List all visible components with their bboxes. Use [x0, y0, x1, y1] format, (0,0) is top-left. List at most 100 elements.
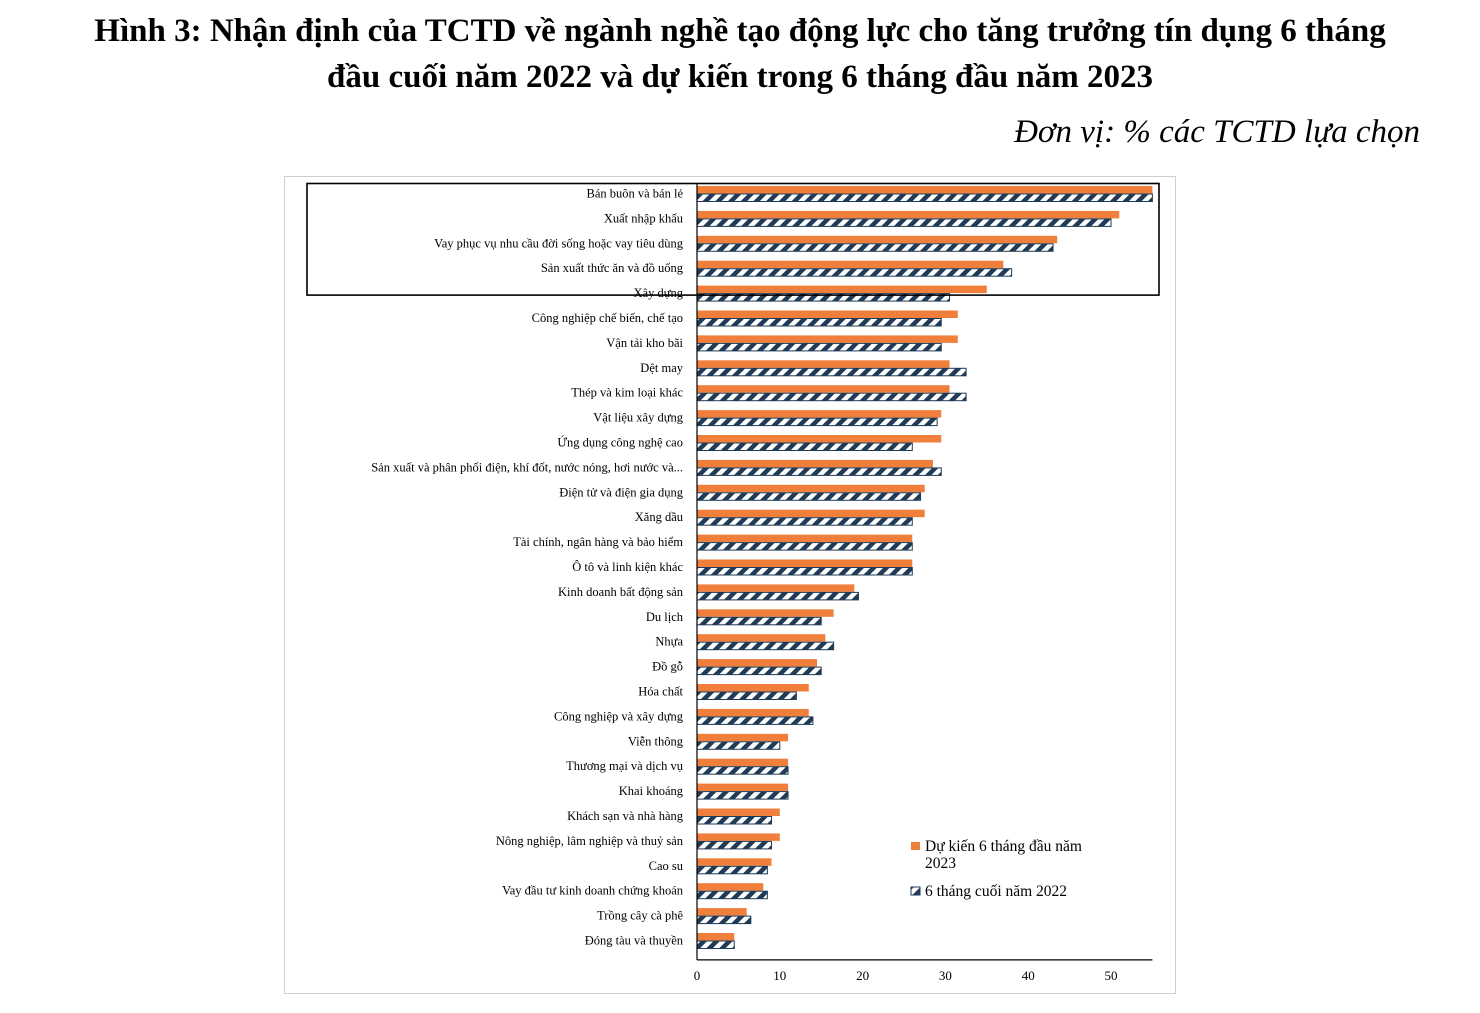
bar-forecast-2023 [697, 335, 958, 343]
bar-forecast-2023 [697, 484, 925, 493]
bar-forecast-2023 [697, 459, 933, 468]
bar-actual-2022 [696, 193, 1153, 202]
bar-forecast-2023 [697, 833, 780, 841]
x-tick-label: 20 [856, 968, 869, 983]
bar-forecast-2023 [697, 634, 826, 642]
bar-actual-2022 [696, 741, 781, 750]
category-label: Xây dựng [634, 286, 684, 300]
bar-actual-2022 [696, 342, 942, 352]
category-label: Cao su [649, 859, 684, 873]
bar-actual-2022 [696, 442, 913, 451]
bar-actual-2022 [696, 840, 773, 850]
bar-forecast-2023 [697, 285, 987, 294]
x-tick-label: 40 [1022, 968, 1035, 983]
category-label: Điện tử và điện gia dụng [559, 485, 684, 499]
bar-actual-2022 [696, 467, 942, 476]
bar-forecast-2023 [697, 584, 855, 592]
category-label: Trồng cây cà phê [597, 909, 683, 923]
category-label: Tài chính, ngân hàng và bảo hiểm [513, 535, 683, 549]
category-label: Dệt may [640, 361, 683, 375]
bar-forecast-2023 [697, 310, 958, 318]
legend-label-forecast: Dự kiến 6 tháng đầu năm 2023 [925, 838, 1082, 872]
bar-forecast-2023 [697, 210, 1120, 219]
bar-forecast-2023 [697, 559, 913, 567]
bar-actual-2022 [696, 641, 835, 651]
category-label: Vay đầu tư kinh doanh chứng khoán [502, 884, 684, 898]
category-label: Đồ gỗ [652, 660, 683, 674]
bar-actual-2022 [696, 218, 1112, 227]
bar-forecast-2023 [697, 908, 747, 916]
bar-forecast-2023 [697, 933, 735, 941]
bar-actual-2022 [696, 816, 773, 825]
category-label: Vận tải kho bãi [606, 336, 683, 350]
bar-actual-2022 [696, 940, 735, 949]
bar-actual-2022 [696, 492, 922, 501]
bar-forecast-2023 [697, 659, 818, 667]
category-label: Thương mại và dịch vụ [566, 759, 684, 773]
bar-actual-2022 [696, 567, 913, 576]
chart-frame [284, 176, 1176, 994]
bar-forecast-2023 [697, 808, 780, 816]
category-label: Vay phục vụ nhu cầu đời sống hoặc vay ti… [434, 236, 684, 250]
bar-actual-2022 [696, 318, 942, 327]
bar-actual-2022 [696, 766, 789, 775]
bar-forecast-2023 [697, 260, 1004, 269]
category-label: Du lịch [646, 610, 684, 624]
bar-forecast-2023 [697, 235, 1058, 244]
bar-actual-2022 [696, 268, 1013, 277]
category-label: Khai khoáng [619, 784, 684, 798]
bar-forecast-2023 [697, 733, 789, 742]
x-tick-label: 30 [939, 968, 952, 983]
category-label: Ứng dụng công nghệ cao [557, 436, 683, 450]
bar-forecast-2023 [697, 435, 942, 443]
bar-forecast-2023 [697, 684, 809, 692]
bar-actual-2022 [696, 716, 814, 725]
category-label: Công nghiệp và xây dựng [554, 709, 684, 723]
x-tick-label: 50 [1105, 968, 1118, 983]
category-label: Đóng tàu và thuyền [585, 934, 684, 948]
bar-actual-2022 [696, 517, 913, 526]
category-label: Nhựa [655, 635, 683, 649]
bar-actual-2022 [696, 666, 822, 676]
bar-actual-2022 [696, 791, 789, 800]
category-label: Sản xuất và phân phối điện, khí đốt, nướ… [371, 460, 683, 474]
legend-label-actual: 6 tháng cuối năm 2022 [925, 883, 1067, 900]
bar-actual-2022 [696, 417, 938, 427]
title-line-1: Hình 3: Nhận định của TCTD về ngành nghề… [94, 13, 1386, 49]
x-tick-label: 0 [694, 968, 701, 983]
legend-swatch-actual [910, 886, 921, 896]
bar-actual-2022 [696, 367, 967, 377]
bar-actual-2022 [696, 542, 913, 551]
category-label: Xuất nhập khẩu [604, 211, 684, 225]
bar-forecast-2023 [697, 410, 942, 418]
bar-actual-2022 [696, 691, 797, 700]
category-label: Công nghiệp chế biến, chế tạo [532, 311, 683, 325]
category-label: Viễn thông [628, 734, 684, 748]
category-label: Sản xuất thức ăn và đồ uống [541, 261, 684, 275]
unit-label: Đơn vị: % các TCTD lựa chọn [1014, 114, 1420, 150]
highlight-box [306, 182, 1160, 296]
category-label: Xăng dầu [635, 510, 684, 524]
category-label: Ô tô và linh kiện khác [572, 560, 683, 574]
bar-actual-2022 [696, 616, 822, 626]
bar-actual-2022 [696, 890, 768, 900]
bar-actual-2022 [696, 243, 1054, 252]
category-label: Vật liệu xây dựng [593, 411, 683, 425]
category-label: Kinh doanh bất động sản [558, 585, 684, 599]
category-label: Nông nghiệp, lâm nghiệp và thuỷ sản [496, 834, 684, 848]
bar-forecast-2023 [697, 385, 950, 393]
bar-forecast-2023 [697, 609, 834, 617]
title-line-2: đầu cuối năm 2022 và dự kiến trong 6 thá… [326, 59, 1154, 95]
category-label: Thép và kim loại khác [571, 386, 683, 400]
chart-title: Hình 3: Nhận định của TCTD về ngành nghề… [20, 8, 1460, 100]
category-label: Khách sạn và nhà hàng [567, 809, 684, 823]
bar-forecast-2023 [697, 186, 1153, 194]
bar-forecast-2023 [697, 534, 913, 543]
bar-forecast-2023 [697, 758, 789, 767]
bar-forecast-2023 [697, 360, 950, 368]
bar-forecast-2023 [697, 883, 764, 891]
bar-forecast-2023 [697, 858, 772, 866]
bar-actual-2022 [696, 915, 752, 925]
bar-actual-2022 [696, 591, 859, 601]
